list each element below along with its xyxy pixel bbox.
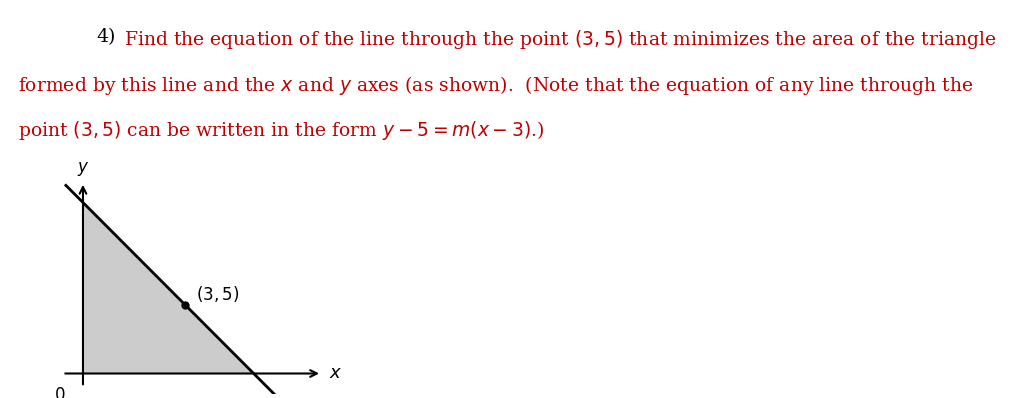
Text: formed by this line and the $x$ and $y$ axes (as shown).  (Note that the equatio: formed by this line and the $x$ and $y$ … — [18, 74, 973, 97]
Polygon shape — [83, 203, 254, 373]
Text: 4): 4) — [96, 28, 115, 46]
Text: point $(3, 5)$ can be written in the form $y - 5 = m(x - 3)$.): point $(3, 5)$ can be written in the for… — [18, 119, 544, 142]
Text: $x$: $x$ — [329, 365, 342, 382]
Text: Find the equation of the line through the point $(3, 5)$ that minimizes the area: Find the equation of the line through th… — [124, 28, 996, 51]
Text: $(3, 5)$: $(3, 5)$ — [195, 284, 239, 304]
Text: $0$: $0$ — [55, 387, 66, 398]
Text: $y$: $y$ — [77, 160, 89, 178]
